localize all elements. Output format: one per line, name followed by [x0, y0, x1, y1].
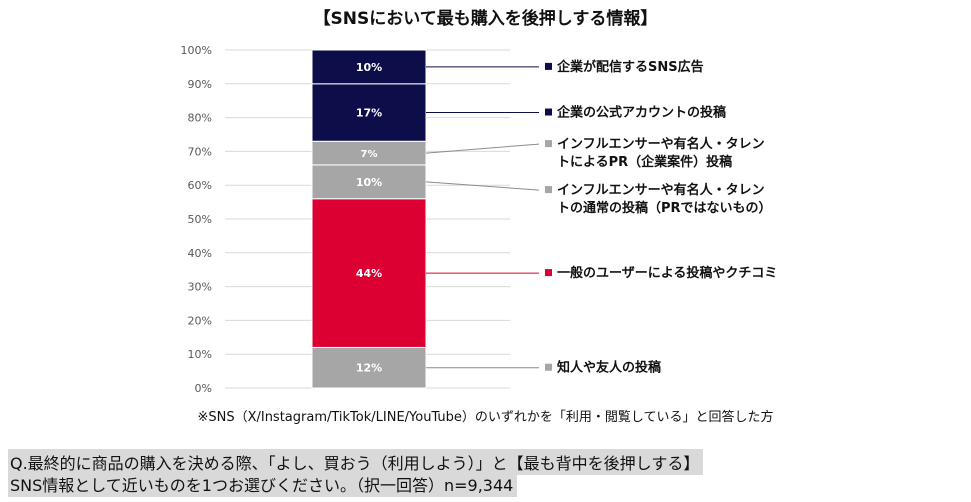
y-tick-label: 40% — [188, 247, 212, 260]
y-tick-label: 70% — [188, 145, 212, 158]
y-tick-label: 60% — [188, 179, 212, 192]
legend-marker — [545, 108, 552, 116]
bar-segments: 12% 44% 10% 7% 17% 10% — [311, 49, 427, 389]
chart-title: 【SNSにおいて最も購入を後押しする情報】 — [313, 9, 658, 29]
y-tick-label: 0% — [195, 382, 212, 395]
legend-label: 一般のユーザーによる投稿やクチコミ — [557, 265, 777, 281]
stacked-bar-chart: 0% 10% 20% 30% 40% 50% 60% 70% 80% 90% 100% 12% 44%… — [181, 44, 778, 395]
legend-marker — [545, 140, 552, 148]
legend-marker — [545, 363, 552, 371]
y-tick-label: 90% — [188, 78, 212, 91]
bar-data-label: 10% — [356, 176, 382, 189]
bar-data-label: 17% — [356, 107, 382, 120]
y-tick-label: 20% — [188, 314, 212, 327]
y-tick-label: 100% — [181, 44, 212, 57]
leader-line — [425, 143, 540, 154]
y-tick-label: 10% — [188, 348, 212, 361]
bar-data-label: 12% — [356, 362, 382, 375]
bar-segment — [311, 83, 427, 142]
legend-marker — [545, 269, 552, 277]
legend-marker — [545, 62, 552, 70]
legend: 知人や友人の投稿 一般のユーザーによる投稿やクチコミインフルエンサーや有名人・タレ… — [545, 59, 777, 376]
bar-segment — [311, 164, 427, 200]
question-text-line-1: Q.最終的に商品の購入を決める際、「よし、買おう（利用しよう）」と【最も背中を後… — [8, 449, 704, 475]
legend-label: 企業の公式アカウントの投稿 — [556, 105, 726, 121]
bar-data-label: 10% — [356, 61, 382, 74]
bar-data-label: 7% — [361, 149, 378, 160]
y-tick-label: 80% — [188, 112, 212, 125]
y-axis-ticks: 0% 10% 20% 30% 40% 50% 60% 70% 80% 90% 100% — [181, 44, 212, 395]
leader-lines — [425, 66, 540, 369]
legend-label: インフルエンサーや有名人・タレン — [557, 136, 765, 152]
legend-marker — [545, 186, 552, 194]
legend-label: インフルエンサーや有名人・タレン — [557, 182, 765, 198]
leader-line — [425, 181, 540, 191]
question-text-line-2: SNS情報として近いものを1つお選びください。（択一回答）n=9,344 — [8, 471, 518, 497]
legend-label: 知人や友人の投稿 — [557, 360, 661, 376]
bar-data-label: 44% — [356, 267, 382, 280]
bar-segment — [311, 198, 427, 348]
footnote: ※SNS（X/Instagram/TikTok/LINE/YouTube）のいず… — [197, 410, 774, 425]
y-tick-label: 50% — [188, 213, 212, 226]
legend-label: トによるPR（企業案件）投稿 — [557, 154, 732, 170]
legend-label: 企業が配信するSNS広告 — [556, 59, 704, 75]
y-tick-label: 30% — [188, 281, 212, 294]
legend-label: トの通常の投稿（PRではないもの） — [557, 200, 772, 216]
